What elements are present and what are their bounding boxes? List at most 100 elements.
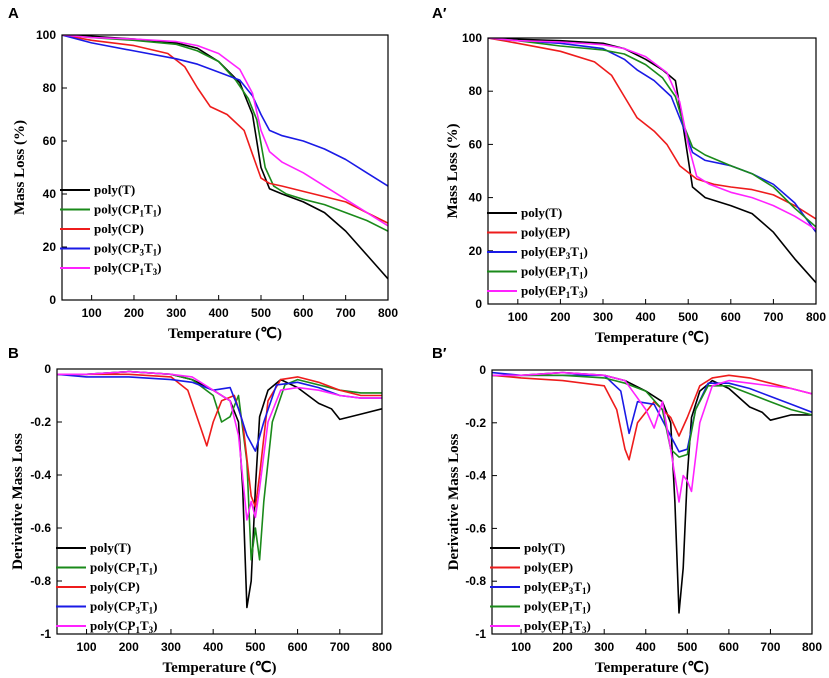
legend-label-poly-ep1t1: poly(EP1T1) [524, 599, 591, 616]
series-line-poly-ep [488, 38, 816, 220]
panel-label: B [8, 345, 19, 362]
y-axis-label: Mass Loss (%) [445, 123, 461, 218]
y-tick-label: 40 [469, 191, 483, 205]
series-line-poly-ep1t1 [492, 374, 812, 458]
y-tick-label: 60 [469, 137, 483, 151]
plot-frame [487, 37, 817, 305]
series-line-poly-cp3t1 [57, 373, 382, 452]
series-line-poly-cp1t3 [57, 370, 382, 521]
x-tick-label: 200 [550, 310, 570, 324]
panel-a: A 100 200 300 400 500 600 700 800 0 20 40 60 80 100 Tem… [8, 5, 398, 342]
x-tick-label: 500 [678, 310, 698, 324]
series-line-poly-ep [492, 374, 812, 461]
y-tick-label: -1 [475, 627, 486, 641]
series-line-poly-ep1t3 [488, 38, 816, 231]
legend-label-poly-ep1t3: poly(EP1T3) [524, 618, 591, 635]
panel-b: B 100 200 300 400 500 600 700 800 -1 -0.8 -0.6 -0.4 -… [8, 345, 392, 676]
legend-label-poly-t: poly(T) [94, 182, 135, 197]
y-tick-label: 80 [43, 81, 57, 95]
y-tick-label: 20 [469, 244, 483, 258]
y-tick-label: -0.8 [30, 574, 51, 588]
y-tick-label: 80 [469, 84, 483, 98]
plot-frame [491, 369, 813, 635]
x-axis-label: Temperature (℃) [163, 660, 277, 676]
legend-label-poly-cp1t3: poly(CP1T3) [94, 260, 162, 277]
legend-label-poly-t: poly(T) [524, 540, 565, 555]
x-tick-label: 600 [293, 306, 313, 320]
legend-label-poly-t: poly(T) [521, 205, 562, 220]
y-tick-label: -0.4 [465, 469, 486, 483]
series-line-poly-ep1t1 [488, 38, 816, 228]
panel-b-prime: B′ 100 200 300 400 500 600 700 800 -1 -0.8 -0.6 -0.4… [432, 345, 822, 676]
legend-label-poly-ep1t1: poly(EP1T1) [521, 264, 588, 281]
series-lines [62, 35, 388, 280]
legend-label-poly-cp3t1: poly(CP3T1) [90, 599, 158, 616]
plot-frame [61, 34, 389, 301]
legend-label-poly-cp: poly(CP) [90, 579, 140, 594]
x-tick-label: 400 [203, 640, 223, 654]
legend: poly(T) poly(CP1T1) poly(CP) poly(CP3T1) pol… [60, 182, 162, 277]
x-tick-label: 600 [719, 640, 739, 654]
x-axis-label: Temperature (℃) [595, 660, 709, 676]
legend-label-poly-cp1t3: poly(CP1T3) [90, 618, 158, 635]
series-line-poly-t [492, 371, 812, 614]
y-tick-label: 100 [36, 28, 56, 42]
legend: poly(T) poly(EP) poly(EP3T1) poly(EP1T1) pol… [487, 205, 588, 300]
y-tick-label: 100 [462, 31, 482, 45]
y-axis-label: Derivative Mass Loss [10, 433, 26, 570]
x-tick-label: 300 [593, 310, 613, 324]
plot-frame [56, 368, 383, 635]
x-tick-label: 600 [288, 640, 308, 654]
x-tick-label: 700 [760, 640, 780, 654]
x-tick-label: 300 [161, 640, 181, 654]
series-line-poly-cp1t1 [62, 35, 388, 232]
x-tick-label: 500 [251, 306, 271, 320]
legend-label-poly-cp1t1: poly(CP1T1) [90, 560, 158, 577]
legend-label-poly-cp3t1: poly(CP3T1) [94, 241, 162, 258]
y-tick-label: -0.2 [465, 416, 486, 430]
y-tick-label: 0 [479, 363, 486, 377]
x-tick-label: 500 [245, 640, 265, 654]
y-tick-label: 20 [43, 240, 57, 254]
legend-label-poly-ep: poly(EP) [521, 225, 570, 240]
x-tick-label: 400 [636, 310, 656, 324]
x-tick-label: 300 [594, 640, 614, 654]
legend: poly(T) poly(EP) poly(EP3T1) poly(EP1T1) pol… [490, 540, 591, 635]
panel-label: A [8, 5, 19, 22]
y-tick-label: 40 [43, 187, 57, 201]
x-tick-label: 700 [336, 306, 356, 320]
y-tick-label: -0.6 [30, 521, 51, 535]
x-tick-label: 500 [677, 640, 697, 654]
x-tick-label: 200 [119, 640, 139, 654]
legend-label-poly-cp1t1: poly(CP1T1) [94, 202, 162, 219]
x-tick-label: 800 [372, 640, 392, 654]
x-tick-label: 600 [721, 310, 741, 324]
x-tick-label: 800 [806, 310, 826, 324]
x-tick-label: 200 [553, 640, 573, 654]
series-line-poly-cp1t3 [62, 35, 388, 227]
y-tick-label: -0.4 [30, 468, 51, 482]
x-tick-label: 300 [166, 306, 186, 320]
x-tick-label: 400 [636, 640, 656, 654]
x-tick-label: 100 [508, 310, 528, 324]
x-tick-label: 100 [82, 306, 102, 320]
x-tick-label: 100 [511, 640, 531, 654]
y-tick-label: 0 [44, 362, 51, 376]
series-lines [488, 38, 816, 284]
legend-label-poly-ep3t1: poly(EP3T1) [524, 579, 591, 596]
panel-label: B′ [432, 345, 447, 362]
x-tick-label: 800 [802, 640, 822, 654]
x-tick-label: 700 [763, 310, 783, 324]
y-tick-label: 0 [475, 297, 482, 311]
legend-label-poly-ep1t3: poly(EP1T3) [521, 283, 588, 300]
series-line-poly-ep1t3 [492, 371, 812, 503]
series-line-poly-cp3t1 [62, 35, 388, 187]
series-line-poly-cp1t1 [57, 370, 382, 561]
x-tick-label: 700 [330, 640, 350, 654]
x-tick-label: 100 [77, 640, 97, 654]
y-tick-label: -0.2 [30, 415, 51, 429]
legend-label-poly-cp: poly(CP) [94, 221, 144, 236]
x-tick-label: 200 [124, 306, 144, 320]
series-line-poly-t [488, 38, 816, 284]
series-lines [492, 371, 812, 614]
